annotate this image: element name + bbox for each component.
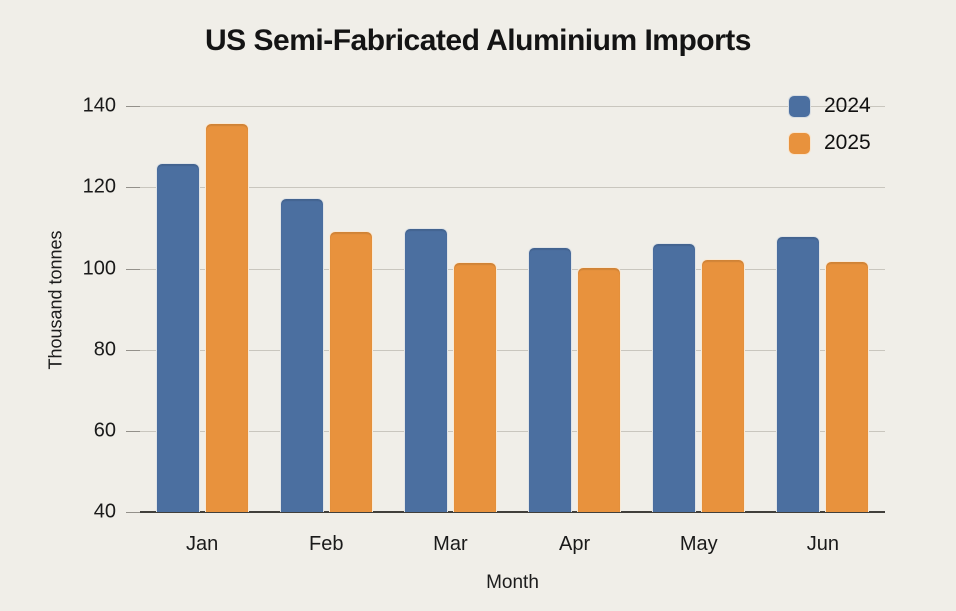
gridline-120 [140, 187, 885, 189]
legend-item-2025: 2025 [788, 131, 871, 155]
bar-2024-May [652, 242, 697, 512]
y-tick-label-40: 40 [93, 500, 116, 523]
bar-2025-Feb [328, 231, 373, 512]
y-tick-mark-100 [126, 268, 140, 270]
bar-2024-Jan [155, 163, 200, 512]
y-tick-label-100: 100 [82, 257, 116, 280]
y-axis-title: Thousand tonnes [45, 230, 66, 370]
bar-2024-Jun [776, 235, 821, 512]
x-tick-label-Apr: Apr [559, 533, 591, 555]
x-axis-line [140, 511, 885, 513]
y-tick-mark-140 [126, 106, 140, 108]
x-tick-label-Jan: Jan [185, 533, 219, 555]
legend-item-2024: 2024 [788, 94, 871, 118]
x-tick-label-May: May [679, 533, 718, 555]
y-tick-label-140: 140 [82, 94, 116, 117]
y-tick-mark-60 [126, 430, 140, 432]
plot-area: 40 60 80 100 120 140 Jan Feb Mar Apr May Jun [83, 90, 885, 555]
x-tick-label-Jun: Jun [806, 533, 840, 555]
legend-swatch-2024 [788, 94, 811, 118]
chart-title: US Semi-Fabricated Aluminium Imports [205, 24, 751, 57]
bar-2024-Apr [528, 247, 573, 512]
y-tick-label-60: 60 [93, 419, 116, 442]
gridline-140 [140, 106, 885, 108]
legend: 2024 2025 [788, 94, 871, 155]
gridline-100 [140, 268, 885, 270]
bar-2025-Mar [452, 262, 497, 512]
bar-2024-Mar [403, 227, 448, 512]
x-axis-title: Month [486, 572, 539, 593]
x-tick-label-Mar: Mar [433, 533, 468, 555]
x-tick-label-Feb: Feb [309, 533, 344, 555]
y-tick-mark-80 [126, 349, 140, 351]
legend-label-2024: 2024 [824, 94, 871, 117]
legend-label-2025: 2025 [824, 131, 871, 154]
legend-swatch-2025 [788, 131, 811, 155]
y-tick-label-120: 120 [82, 175, 116, 198]
y-tick-mark-40 [126, 512, 140, 513]
bar-2025-Jan [204, 123, 249, 512]
gridline-80 [140, 349, 885, 351]
bar-2025-May [701, 259, 746, 512]
bar-2025-Apr [577, 267, 622, 512]
bar-2024-Feb [279, 198, 324, 512]
y-tick-label-80: 80 [93, 338, 116, 361]
y-tick-mark-120 [126, 187, 140, 189]
gridline-60 [140, 430, 885, 432]
bar-2025-Jun [825, 261, 870, 512]
